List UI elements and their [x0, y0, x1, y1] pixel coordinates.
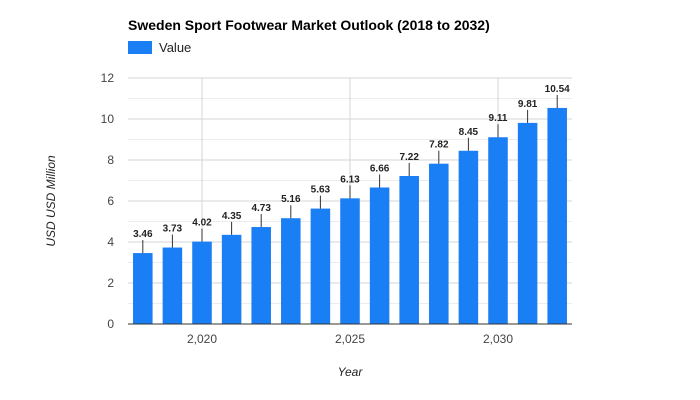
data-label: 7.22 [399, 152, 419, 163]
y-tick-label: 4 [107, 235, 114, 249]
bar [488, 137, 508, 324]
bar [547, 107, 567, 325]
y-tick-label: 10 [101, 112, 115, 126]
legend-swatch [128, 41, 152, 54]
bar [310, 208, 331, 324]
data-label: 3.73 [163, 224, 183, 235]
x-tick-label: 2,030 [483, 332, 513, 346]
data-label: 9.81 [518, 99, 538, 110]
bar [133, 253, 153, 324]
data-label: 10.54 [545, 84, 570, 95]
x-axis-title: Year [338, 365, 364, 379]
bar [281, 218, 301, 324]
data-label: 4.35 [222, 211, 242, 222]
bar [340, 198, 360, 324]
legend-label: Value [159, 40, 192, 55]
bar [429, 163, 449, 324]
y-tick-label: 6 [107, 194, 114, 208]
y-axis-title: USD USD Million [44, 155, 58, 247]
bar [369, 187, 390, 324]
y-tick-label: 0 [107, 317, 114, 331]
legend: Value [128, 40, 191, 55]
bar [192, 241, 212, 324]
bar [221, 234, 242, 324]
bars [133, 107, 567, 325]
data-label: 5.63 [311, 185, 331, 196]
y-tick-label: 12 [101, 71, 115, 85]
bar [162, 247, 183, 324]
data-label: 3.46 [133, 229, 153, 240]
y-tick-label: 2 [107, 276, 114, 290]
data-label: 6.13 [340, 174, 360, 185]
data-label: 8.45 [459, 127, 479, 138]
bar [251, 227, 271, 324]
data-label: 4.02 [192, 218, 212, 229]
bar [517, 122, 538, 325]
data-label: 9.11 [489, 113, 508, 124]
x-tick-label: 2,020 [187, 332, 217, 346]
data-label: 5.16 [281, 194, 301, 205]
data-label: 6.66 [370, 163, 390, 174]
data-labels: 3.46 3.73 4.02 4.35 4.73 5.16 5.63 6.13 6.66 7.22… [133, 84, 570, 254]
bar [458, 150, 479, 324]
axes: 0 2 4 6 8 10 12 2,020 2,025 2,030 [101, 71, 572, 346]
chart-title: Sweden Sport Footwear Market Outlook (20… [128, 17, 490, 33]
bar [399, 175, 419, 324]
y-tick-label: 8 [107, 153, 114, 167]
data-label: 4.73 [251, 203, 271, 214]
x-tick-label: 2,025 [335, 332, 365, 346]
data-label: 7.82 [429, 140, 449, 151]
